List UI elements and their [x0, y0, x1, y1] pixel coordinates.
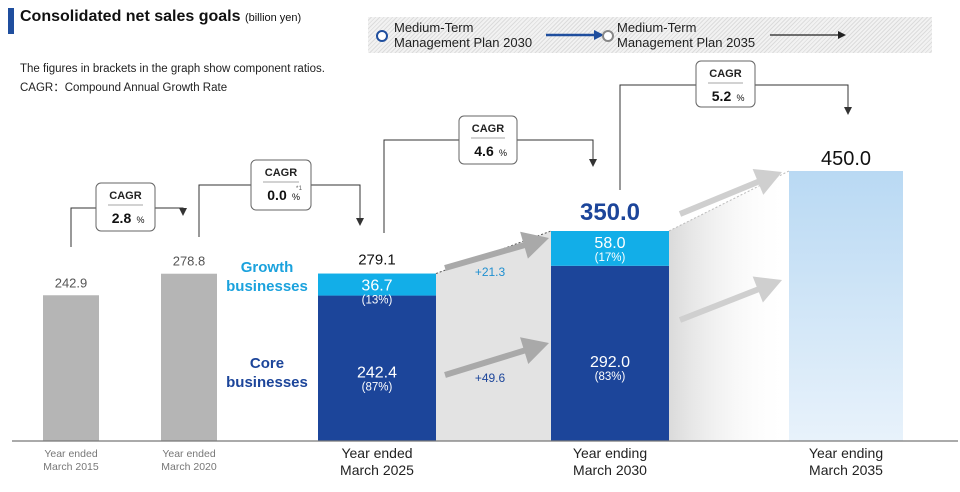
- total-label-0: 242.9: [55, 275, 88, 290]
- total-label-1: 278.8: [173, 254, 206, 269]
- core-ratio-2: (87%): [362, 382, 393, 394]
- core-increment-label: +49.6: [475, 371, 506, 385]
- category-label-1-line-2: March 2020: [161, 461, 217, 473]
- bar-core-2: [318, 295, 436, 441]
- cagr-value-2: 4.6: [474, 143, 494, 159]
- category-label-0-line-2: March 2015: [43, 461, 99, 473]
- core-value-2: 242.4: [357, 365, 397, 382]
- core-2035-arrow: [678, 276, 782, 323]
- cagr-label-0: CAGR: [109, 190, 141, 202]
- core-value-3: 292.0: [590, 354, 630, 371]
- growth-legend-line-2: businesses: [226, 278, 308, 295]
- category-label-2-line-2: March 2025: [340, 462, 414, 478]
- growth-increment-label: +21.3: [475, 265, 506, 279]
- cagr-arrowhead-2: [589, 159, 597, 167]
- bar-growth-3: [551, 231, 669, 266]
- cagr-box-0: [95, 182, 156, 232]
- category-label-0-line-1: Year ended: [44, 448, 97, 460]
- cagr-unit-2: %: [499, 148, 507, 158]
- plan-2030-arrow-icon: [546, 30, 604, 40]
- growth-value-3: 58.0: [594, 235, 625, 252]
- title-accent-bar: [8, 8, 14, 34]
- growth-region-2025-2030: [436, 231, 551, 441]
- component-ratio-note: The figures in brackets in the graph sho…: [20, 63, 325, 75]
- title-text: Consolidated net sales goals: [20, 8, 241, 25]
- title-unit: (billion yen): [244, 12, 302, 24]
- bar-1: [161, 273, 217, 441]
- cagr-label-2: CAGR: [472, 123, 504, 135]
- cagr-arrowhead-1: [356, 218, 364, 226]
- growth-legend-line-1: Growth: [241, 259, 294, 276]
- bar-growth-2: [318, 273, 436, 296]
- plan-2030-circle-icon: [376, 30, 388, 42]
- core-legend-line-1: Core: [250, 355, 284, 372]
- core-legend-line-2: businesses: [226, 374, 308, 391]
- category-label-1-line-1: Year ended: [162, 448, 215, 460]
- plan-2035-label: Medium-Term Management Plan 2035: [617, 20, 755, 50]
- bar-core-3: [551, 265, 669, 441]
- category-label-2-line-1: Year ended: [341, 445, 412, 461]
- cagr-arrowhead-0: [179, 208, 187, 216]
- growth-region-2030-2035: [669, 171, 789, 441]
- cagr-unit-3: %: [736, 93, 744, 103]
- bar-4: [789, 171, 903, 441]
- growth-ratio-2: (13%): [362, 295, 393, 307]
- plan-2030-label: Medium-Term Management Plan 2030: [394, 20, 532, 50]
- plan-banner: Medium-Term Management Plan 2030 Medium-…: [368, 17, 932, 53]
- cagr-value-3: 5.2: [712, 88, 732, 104]
- category-label-4-line-2: March 2035: [809, 462, 883, 478]
- plan-2035-arrow-icon: [770, 31, 846, 39]
- plan-2035-line-1: Medium-Term: [617, 20, 697, 35]
- cagr-box-1: [250, 159, 312, 211]
- chart-title: Consolidated net sales goals (billion ye…: [20, 8, 301, 26]
- cagr-unit-0: %: [136, 215, 144, 225]
- total-label-3: 350.0: [580, 199, 640, 226]
- category-label-3-line-1: Year ending: [573, 445, 647, 461]
- plan-2035-line-2: Management Plan 2035: [617, 35, 756, 50]
- plan-2030-line-2: Management Plan 2030: [394, 35, 533, 50]
- growth-2035-arrow: [678, 168, 782, 217]
- total-label-2: 279.1: [358, 252, 396, 269]
- core-ratio-3: (83%): [595, 371, 626, 383]
- cagr-label-1: CAGR: [265, 167, 297, 179]
- growth-increase-arrow: [444, 231, 549, 271]
- total-label-4: 450.0: [821, 148, 871, 170]
- plan-2030-line-1: Medium-Term: [394, 20, 474, 35]
- cagr-unit-1: %: [292, 192, 300, 202]
- cagr-definition-note: CAGR：Compound Annual Growth Rate: [20, 82, 228, 94]
- cagr-value-0: 2.8: [112, 210, 132, 226]
- cagr-arrowhead-3: [844, 107, 852, 115]
- cagr-value-1: 0.0: [267, 187, 287, 203]
- plan-2035-circle-icon: [602, 30, 614, 42]
- cagr-box-3: [695, 60, 756, 108]
- category-label-3-line-2: March 2030: [573, 462, 647, 478]
- cagr-footnote-1: *1: [296, 185, 303, 192]
- cagr-label-3: CAGR: [709, 68, 741, 80]
- bar-0: [43, 295, 99, 441]
- growth-value-2: 36.7: [361, 278, 392, 295]
- cagr-box-2: [458, 115, 518, 165]
- category-label-4-line-1: Year ending: [809, 445, 883, 461]
- growth-ratio-3: (17%): [595, 252, 626, 264]
- core-increase-arrow: [444, 337, 549, 378]
